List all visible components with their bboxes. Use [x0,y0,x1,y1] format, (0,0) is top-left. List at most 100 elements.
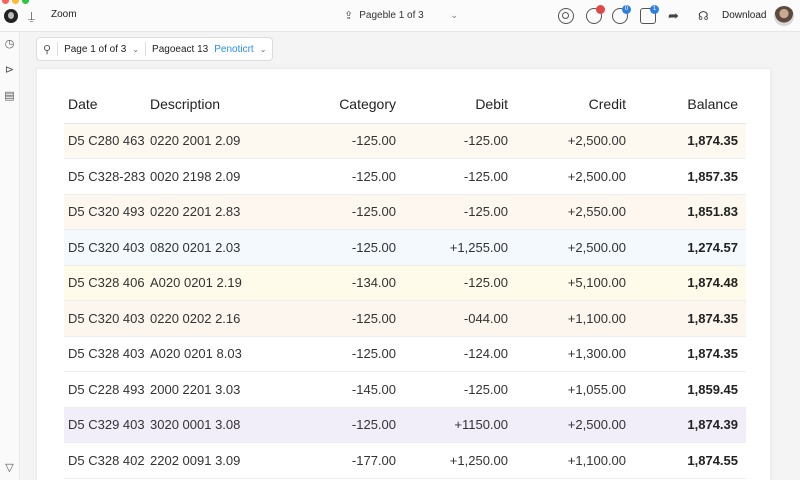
table-row[interactable]: D5 C329 403 3020 0001 3.08 -125.00 +1150.00… [64,407,746,443]
share-arrow-icon[interactable]: ➦ [668,8,679,23]
minimize-window-button[interactable] [12,0,19,4]
cell-debit: -125.00 [404,265,516,301]
cell-description: 2000 2201 3.03 [146,371,286,408]
cell-credit: +2,550.00 [516,194,634,230]
record-icon[interactable] [586,5,605,24]
cell-credit: +2,500.00 [516,229,634,266]
avatar[interactable] [774,6,794,26]
sync-badge: 0 [622,5,631,14]
table-row[interactable]: D5 C328 403 A020 0201 8.03 -125.00 -124.00 +… [64,336,746,372]
cell-category: -125.00 [286,158,404,195]
cell-debit: -125.00 [404,194,516,230]
table-row[interactable]: D5 C280 463 0220 2001 2.09 -125.00 -125.00 +… [64,123,746,159]
cell-description: 0020 2198 2.09 [146,158,286,195]
cell-date: D5 C328 406 [64,265,146,301]
zoom-label[interactable]: Zoom [51,9,77,20]
search-icon[interactable]: ⚲ [43,43,52,56]
cell-debit: +1,255.00 [404,229,516,266]
cell-category: -125.00 [286,194,404,230]
cell-credit: +1,300.00 [516,336,634,372]
report-toolbar: ⚲ Page 1 of of 3 ⌄ Pagoeact 13 Penoticrt… [36,37,274,61]
clock-icon[interactable]: ◷ [4,38,15,50]
cell-date: D5 C228 493 [64,371,146,408]
cell-date: D5 C320 493 [64,194,146,230]
transactions-table: Date Description Category Debit Credit B… [64,85,746,479]
table-row[interactable]: D5 C320 403 0820 0201 2.03 -125.00 +1,255.0… [64,229,746,266]
title-bar: ⍊ Zoom ⇪ Pageble 1 of 3 ⌄ 0 1 ➦ ☊ Downlo… [0,0,800,32]
cell-date: D5 C328 403 [64,336,146,372]
cell-balance: 1,874.55 [634,442,746,479]
cell-date: D5 C328-283 [64,158,146,195]
cell-credit: +5,100.00 [516,265,634,301]
cell-category: -125.00 [286,123,404,159]
window-controls [2,0,29,4]
maximize-window-button[interactable] [22,0,29,4]
cell-category: -145.00 [286,371,404,408]
share-icon[interactable]: ⇪ [344,9,354,22]
column-header-category[interactable]: Category [286,85,404,124]
cell-category: -177.00 [286,442,404,479]
cell-credit: +1,100.00 [516,300,634,337]
cell-date: D5 C320 403 [64,229,146,266]
column-header-balance[interactable]: Balance [634,85,746,124]
cell-category: -125.00 [286,229,404,266]
column-header-debit[interactable]: Debit [404,85,516,124]
toolbar-divider [145,42,147,56]
column-header-date[interactable]: Date [64,85,146,124]
record-badge [596,5,605,14]
cell-category: -134.00 [286,265,404,301]
triangle-down-icon[interactable]: ▽ [5,462,14,474]
cell-balance: 1,851.83 [634,194,746,230]
chevron-down-icon[interactable]: ⌄ [259,44,267,54]
table-row[interactable]: D5 C328 406 A020 0201 2.19 -134.00 -125.00 +… [64,265,746,301]
table-row[interactable]: D5 C328-283 0020 2198 2.09 -125.00 -125.00 +… [64,158,746,195]
page-select[interactable]: Page 1 of of 3 [64,43,127,55]
cell-balance: 1,859.45 [634,371,746,408]
download-button[interactable]: Download [722,10,767,21]
column-header-description[interactable]: Description [146,85,286,124]
document-icon[interactable]: ▤ [4,90,15,102]
table-row[interactable]: D5 C228 493 2000 2201 3.03 -145.00 -125.00 +… [64,371,746,408]
toolbar-divider [57,42,59,56]
chevron-down-icon[interactable]: ⌄ [132,44,140,54]
cell-debit: -125.00 [404,371,516,408]
cell-category: -125.00 [286,300,404,337]
cell-description: 0820 0201 2.03 [146,229,286,266]
target-icon[interactable] [558,8,574,24]
sync-icon[interactable]: 0 [612,5,631,24]
chevron-down-icon: ⌄ [450,9,458,20]
cell-description: 2202 0091 3.09 [146,442,286,479]
cell-date: D5 C329 403 [64,407,146,443]
app-logo-icon [4,9,18,23]
cell-balance: 1,274.57 [634,229,746,266]
cell-date: D5 C280 463 [64,123,146,159]
cell-description: A020 0201 8.03 [146,336,286,372]
cell-category: -125.00 [286,336,404,372]
table-row[interactable]: D5 C320 493 0220 2201 2.83 -125.00 -125.00 +… [64,194,746,230]
column-header-credit[interactable]: Credit [516,85,634,124]
cell-description: A020 0201 2.19 [146,265,286,301]
cell-balance: 1,874.48 [634,265,746,301]
cell-balance: 1,874.35 [634,123,746,159]
cell-date: D5 C328 402 [64,442,146,479]
report-label[interactable]: Pagoeact 13 [152,43,209,55]
cell-debit: -125.00 [404,158,516,195]
cell-credit: +1,055.00 [516,371,634,408]
cell-debit: +1,250.00 [404,442,516,479]
transactions-panel: Date Description Category Debit Credit B… [36,68,771,480]
cell-description: 0220 2001 2.09 [146,123,286,159]
table-body: D5 C280 463 0220 2001 2.09 -125.00 -125.00 +… [64,123,746,479]
bookmark-icon[interactable]: ⍊ [28,9,36,23]
cell-debit: -124.00 [404,336,516,372]
left-sidebar: ◷ ⊳ ▤ ▽ [0,32,20,480]
table-row[interactable]: D5 C328 402 2202 0091 3.09 -177.00 +1,250.0… [64,442,746,479]
close-window-button[interactable] [2,0,9,4]
table-row[interactable]: D5 C320 403 0220 0202 2.16 -125.00 -044.00 +… [64,300,746,337]
cell-date: D5 C320 403 [64,300,146,337]
page-indicator-dropdown[interactable]: ⇪ Pageble 1 of 3 ⌄ [340,4,460,26]
box-icon[interactable]: 1 [640,5,659,24]
period-select[interactable]: Penoticrt [214,43,254,55]
cell-category: -125.00 [286,407,404,443]
headset-icon[interactable]: ☊ [698,9,709,23]
send-icon[interactable]: ⊳ [4,64,15,76]
